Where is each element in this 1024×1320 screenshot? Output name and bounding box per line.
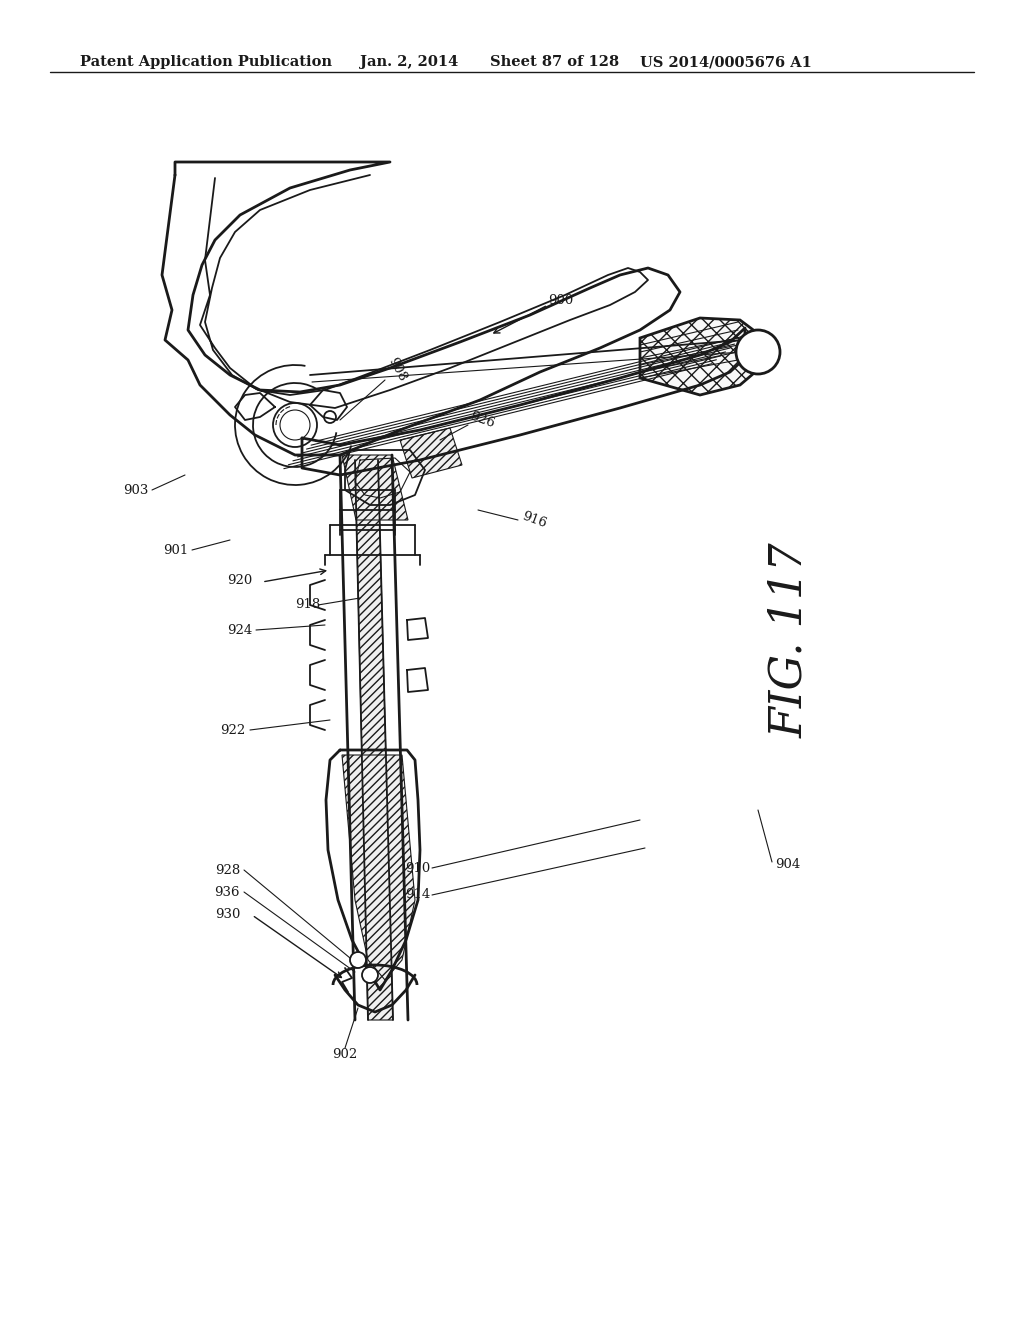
Text: 928: 928	[215, 863, 240, 876]
Text: 924: 924	[226, 623, 252, 636]
Polygon shape	[342, 755, 415, 979]
Text: Jan. 2, 2014: Jan. 2, 2014	[360, 55, 459, 69]
Polygon shape	[400, 428, 462, 478]
Text: 901: 901	[163, 544, 188, 557]
Text: 918: 918	[295, 598, 321, 611]
Text: 920: 920	[226, 573, 252, 586]
Text: 908: 908	[385, 356, 409, 384]
Text: 900: 900	[548, 293, 573, 306]
Text: 914: 914	[404, 888, 430, 902]
Text: 930: 930	[215, 908, 240, 921]
Circle shape	[736, 330, 780, 374]
Text: 936: 936	[214, 886, 240, 899]
Polygon shape	[342, 455, 408, 520]
Text: 903: 903	[123, 483, 148, 496]
Text: Patent Application Publication: Patent Application Publication	[80, 55, 332, 69]
Polygon shape	[355, 459, 393, 1020]
Text: 910: 910	[404, 862, 430, 874]
Polygon shape	[640, 318, 760, 395]
Text: 926: 926	[468, 409, 497, 430]
Circle shape	[362, 968, 378, 983]
Text: Sheet 87 of 128: Sheet 87 of 128	[490, 55, 620, 69]
Text: FIG. 117: FIG. 117	[768, 543, 812, 738]
Text: 922: 922	[220, 723, 245, 737]
Text: 904: 904	[775, 858, 800, 871]
Circle shape	[350, 952, 366, 968]
Text: 916: 916	[520, 510, 548, 531]
Text: 902: 902	[333, 1048, 357, 1061]
Text: US 2014/0005676 A1: US 2014/0005676 A1	[640, 55, 812, 69]
